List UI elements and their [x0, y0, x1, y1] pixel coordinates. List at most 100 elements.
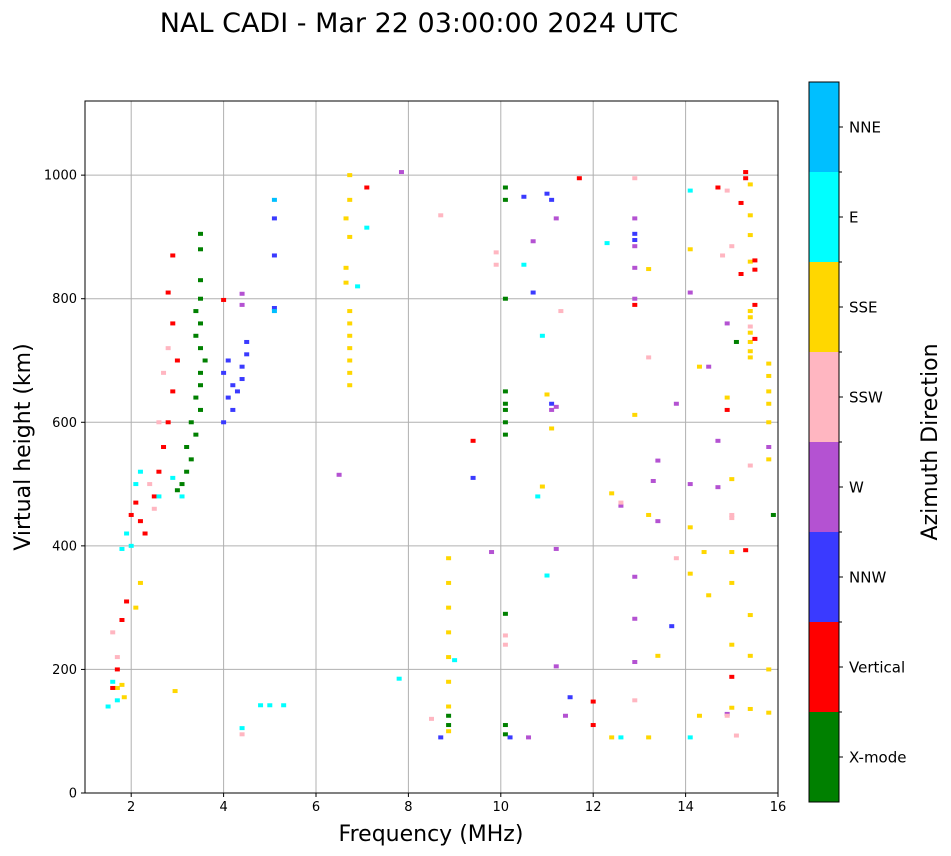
data-point-x-mode — [502, 185, 508, 190]
data-point-sse — [114, 685, 120, 690]
data-point-ssw — [114, 655, 120, 660]
data-point-e — [128, 543, 134, 548]
data-point-sse — [747, 349, 753, 354]
data-point-sse — [747, 355, 753, 360]
x-tick-label: 10 — [493, 800, 510, 815]
data-point-nnw — [632, 238, 638, 243]
data-point-ssw — [673, 556, 679, 561]
data-point-w — [715, 485, 721, 490]
data-point-vertical — [632, 302, 638, 307]
data-point-nnw — [225, 358, 231, 363]
data-point-ssw — [429, 716, 434, 721]
data-point-x-mode — [198, 346, 203, 351]
data-point-ssw — [747, 324, 753, 329]
data-point-w — [239, 291, 245, 296]
data-point-w — [724, 321, 730, 326]
data-point-ssw — [632, 176, 638, 181]
data-point-nnw — [230, 383, 236, 388]
colorbar-tick-label: W — [849, 479, 864, 497]
data-point-w — [706, 364, 712, 369]
data-point-nnw — [507, 735, 513, 740]
data-point-sse — [646, 267, 652, 272]
data-point-sse — [747, 613, 753, 618]
colorbar-segment-x-mode — [809, 712, 839, 802]
plot-area: 2 4 6 8 10 12 14 16 0 200 400 600 800 1000 — [44, 100, 786, 815]
data-point-sse — [446, 704, 452, 709]
data-point-w — [632, 616, 638, 621]
data-point-sse — [729, 705, 735, 710]
data-point-vertical — [743, 548, 749, 553]
data-point-vertical — [128, 512, 134, 517]
y-tick-label: 600 — [52, 416, 77, 431]
data-point-ssw — [724, 713, 730, 718]
data-point-w — [336, 472, 342, 477]
data-point-nnw — [234, 389, 240, 394]
data-point-ssw — [239, 732, 245, 737]
colorbar-tick-label: NNW — [849, 569, 886, 587]
plot-frame — [84, 100, 779, 794]
data-point-vertical — [743, 170, 749, 175]
data-point-nnw — [567, 695, 573, 700]
data-point-w — [553, 546, 559, 551]
data-point-vertical — [470, 438, 476, 443]
x-axis-label: Frequency (MHz) — [339, 822, 524, 847]
data-point-vertical — [715, 185, 721, 190]
y-tick-label: 400 — [52, 539, 77, 554]
colorbar-tick-label: Vertical — [849, 659, 905, 677]
data-point-ssw — [502, 633, 508, 638]
data-point-nnw — [549, 197, 555, 202]
data-point-w — [632, 574, 638, 579]
data-point-vertical — [576, 176, 582, 181]
data-point-sse — [632, 412, 638, 417]
data-point-sse — [343, 216, 349, 221]
data-point-sse — [446, 729, 452, 734]
data-point-w — [398, 170, 404, 175]
data-point-x-mode — [502, 197, 508, 202]
data-point-vertical — [752, 267, 758, 272]
data-point-vertical — [743, 176, 749, 181]
data-point-w — [632, 244, 638, 249]
data-point-nnw — [225, 395, 231, 400]
data-point-sse — [729, 580, 735, 585]
chart-title: NAL CADI - Mar 22 03:00:00 2024 UTC — [160, 8, 678, 39]
data-point-vertical — [137, 519, 143, 524]
y-tick-label: 1000 — [44, 169, 77, 184]
data-point-w — [687, 482, 693, 487]
data-point-vertical — [133, 500, 139, 505]
data-point-w — [562, 713, 568, 718]
data-point-nnw — [632, 231, 638, 236]
data-point-sse — [609, 735, 615, 740]
x-axis-ticks: 2 4 6 8 10 12 14 16 — [127, 793, 786, 815]
data-point-vertical — [738, 272, 744, 276]
data-point-x-mode — [174, 488, 180, 493]
data-point-x-mode — [502, 296, 508, 301]
data-point-nnw — [221, 370, 227, 375]
data-point-sse — [766, 401, 772, 406]
data-point-w — [632, 265, 638, 270]
data-point-sse — [747, 653, 753, 658]
data-point-x-mode — [198, 247, 203, 252]
data-point-sse — [646, 735, 652, 740]
data-point-w — [650, 478, 656, 483]
data-point-vertical — [364, 185, 370, 190]
data-point-sse — [446, 655, 452, 660]
data-point-sse — [446, 556, 452, 561]
data-point-x-mode — [502, 407, 508, 412]
data-point-ssw — [724, 188, 730, 193]
colorbar-segment-nnw — [809, 532, 839, 622]
data-point-vertical — [729, 674, 735, 679]
data-point-e — [156, 494, 162, 499]
data-point-sse — [747, 339, 753, 344]
data-point-sse — [347, 234, 353, 239]
data-point-e — [355, 284, 361, 289]
data-point-x-mode — [198, 383, 203, 388]
data-point-vertical — [151, 494, 157, 499]
data-point-x-mode — [198, 278, 203, 283]
data-point-nnw — [549, 401, 555, 406]
data-point-x-mode — [198, 407, 203, 412]
data-point-w — [655, 519, 661, 524]
data-point-vertical — [142, 531, 148, 536]
data-point-nnw — [244, 352, 250, 357]
data-point-sse — [446, 580, 452, 585]
data-point-w — [553, 404, 559, 409]
